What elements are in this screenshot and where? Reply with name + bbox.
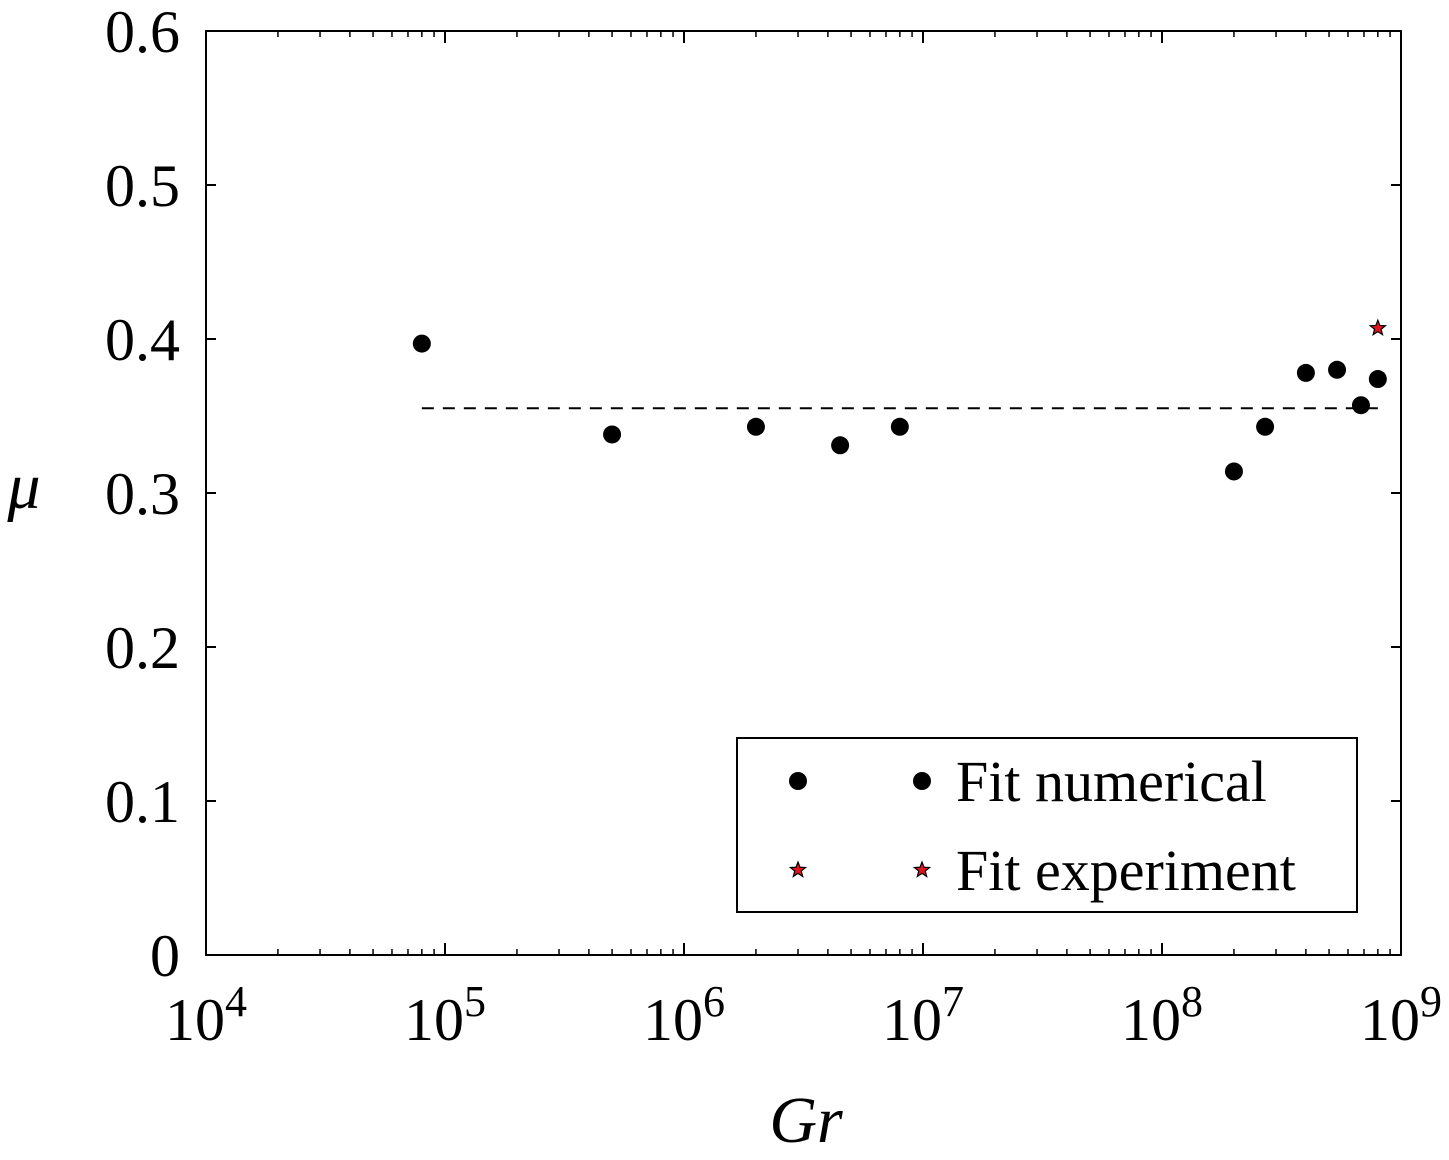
y-tick-label: 0.6 [105, 0, 180, 65]
y-tick-label: 0.5 [105, 153, 180, 219]
x-tick-label: 109 [1360, 977, 1442, 1053]
legend-marker-experiment [912, 860, 932, 878]
plot-area [412, 318, 1388, 481]
x-tick-label: 104 [165, 977, 247, 1053]
x-axis-label: Gr [769, 1084, 843, 1157]
data-point-numerical [1351, 396, 1370, 415]
x-tick-label: 107 [882, 977, 964, 1053]
x-tick-label: 106 [643, 977, 725, 1053]
y-tick-label: 0 [150, 923, 180, 989]
legend-marker-experiment [788, 860, 808, 878]
legend-marker-numerical [789, 772, 807, 790]
legend-marker-numerical [913, 772, 931, 790]
legend-label: Fit experiment [956, 838, 1296, 903]
axes: 0 0.1 0.2 0.3 0.4 0.5 0.6 104 105 106 107 108 109 [105, 0, 1442, 1053]
data-point-numerical [603, 425, 622, 444]
legend-label: Fit numerical [956, 749, 1267, 814]
legend-box [736, 737, 1358, 913]
data-point-numerical [890, 417, 909, 436]
data-point-numerical [1256, 417, 1275, 436]
y-tick-label: 0.2 [105, 615, 180, 681]
data-point-numerical [412, 334, 431, 353]
data-point-numerical [831, 436, 850, 455]
data-point-numerical [1224, 462, 1243, 481]
y-tick-label: 0.1 [105, 769, 180, 835]
data-point-experiment [1368, 318, 1388, 337]
x-tick-label: 108 [1121, 977, 1203, 1053]
y-axis-label: μ [6, 450, 40, 523]
legend: Fit numerical Fit experiment [736, 737, 1358, 913]
data-point-numerical [1328, 360, 1347, 379]
y-tick-label: 0.4 [105, 307, 180, 373]
data-point-numerical [1296, 363, 1315, 382]
x-tick-label: 105 [404, 977, 486, 1053]
data-point-numerical [746, 417, 765, 436]
data-point-numerical [1368, 370, 1387, 389]
y-tick-label: 0.3 [105, 461, 180, 527]
